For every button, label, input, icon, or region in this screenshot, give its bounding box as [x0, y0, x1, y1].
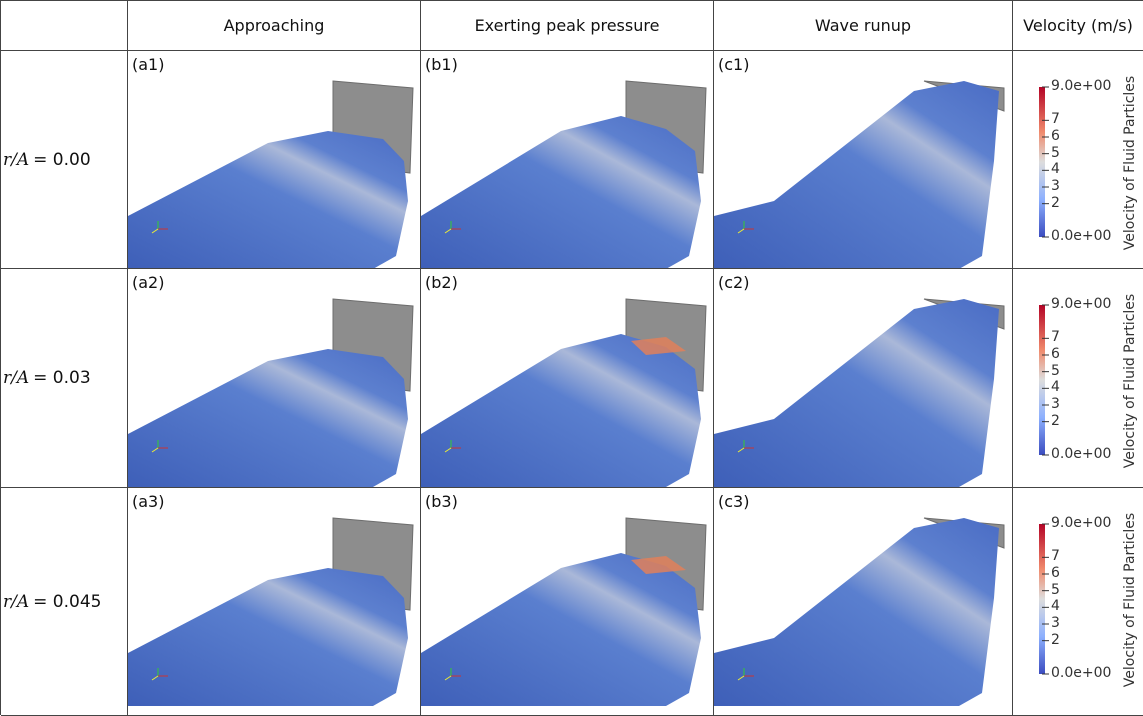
corner-cell	[1, 1, 128, 51]
row-value: = 0.00	[33, 150, 91, 170]
column-header: Wave runup	[714, 1, 1013, 51]
row-value: = 0.03	[33, 368, 91, 388]
wave-surface	[421, 116, 701, 269]
colorbar-tick-label: 7	[1051, 548, 1060, 564]
wave-surface	[128, 131, 408, 269]
simulation-panel: (c3)	[714, 488, 1013, 716]
colorbar-tick-label: 0.0e+00	[1051, 665, 1111, 681]
colorbar-title: Velocity of Fluid Particles	[1122, 76, 1138, 250]
colorbar-tick-label: 5	[1051, 145, 1060, 161]
panel-label: (a2)	[132, 273, 164, 292]
row-label: r/A= 0.045	[1, 488, 128, 716]
panel-label: (a3)	[132, 492, 164, 511]
colorbar-tick-label: 4	[1051, 379, 1060, 395]
simulation-panel: (a1)	[128, 51, 421, 269]
wave-surface	[128, 349, 408, 487]
colorbar-bar	[1039, 305, 1045, 455]
colorbar-tick-label: 3	[1051, 396, 1060, 412]
wave-surface	[421, 553, 701, 706]
colorbar-bar	[1039, 87, 1045, 237]
panel-label: (c1)	[718, 55, 749, 74]
colorbar-title: Velocity of Fluid Particles	[1122, 294, 1138, 468]
simulation-panel: (a2)	[128, 269, 421, 488]
simulation-panel: (b3)	[421, 488, 714, 716]
header-text: Approaching	[224, 16, 325, 35]
simulation-panel: (b1)	[421, 51, 714, 269]
colorbar-tick-label: 0.0e+00	[1051, 446, 1111, 462]
column-header: Velocity (m/s)	[1013, 1, 1143, 51]
row-value: = 0.045	[33, 592, 101, 612]
panel-image	[421, 269, 714, 488]
panel-label: (b1)	[425, 55, 458, 74]
panel-image	[714, 51, 1013, 269]
colorbar-tick-label: 4	[1051, 598, 1060, 614]
colorbar-tick-label: 3	[1051, 615, 1060, 631]
colorbar-tick-label: 9.0e+00	[1051, 78, 1111, 94]
panel-image	[421, 488, 714, 716]
panel-label: (c3)	[718, 492, 749, 511]
panel-label: (a1)	[132, 55, 164, 74]
row-label: r/A= 0.00	[1, 51, 128, 269]
colorbar-tick-label: 3	[1051, 178, 1060, 194]
simulation-panel: (a3)	[128, 488, 421, 716]
header-text: Wave runup	[815, 16, 911, 35]
header-text: Velocity (m/s)	[1023, 16, 1133, 35]
colorbar-tick-label: 6	[1051, 346, 1060, 362]
panel-label: (c2)	[718, 273, 749, 292]
panel-label: (b2)	[425, 273, 458, 292]
panel-image	[128, 488, 421, 716]
colorbar-tick-label: 2	[1051, 632, 1060, 648]
row-label: r/A= 0.03	[1, 269, 128, 488]
header-text: Exerting peak pressure	[475, 16, 660, 35]
row-symbol: r/A	[3, 368, 29, 388]
panel-image	[128, 51, 421, 269]
colorbar-tick-label: 6	[1051, 565, 1060, 581]
colorbar-tick-label: 4	[1051, 161, 1060, 177]
panel-image	[128, 269, 421, 488]
panel-image	[714, 269, 1013, 488]
colorbar-tick-label: 6	[1051, 128, 1060, 144]
colorbar-tick-label: 2	[1051, 413, 1060, 429]
colorbar-tick-label: 5	[1051, 363, 1060, 379]
wave-surface	[714, 299, 999, 487]
colorbar-tick-label: 7	[1051, 329, 1060, 345]
column-header: Exerting peak pressure	[421, 1, 714, 51]
colorbar-tick-label: 9.0e+00	[1051, 515, 1111, 531]
row-symbol: r/A	[3, 150, 29, 170]
colorbar-tick-label: 9.0e+00	[1051, 296, 1111, 312]
column-header: Approaching	[128, 1, 421, 51]
wave-surface	[421, 334, 701, 487]
colorbar-tick-label: 0.0e+00	[1051, 228, 1111, 244]
simulation-panel: (c1)	[714, 51, 1013, 269]
wave-surface	[128, 568, 408, 706]
simulation-panel: (c2)	[714, 269, 1013, 488]
wave-surface	[714, 81, 999, 269]
colorbar-tick-label: 7	[1051, 111, 1060, 127]
panel-image	[421, 51, 714, 269]
colorbar-tick-label: 5	[1051, 582, 1060, 598]
colorbar-bar	[1039, 524, 1045, 674]
simulation-panel: (b2)	[421, 269, 714, 488]
figure: Approaching Exerting peak pressure Wave ru…	[0, 0, 1143, 715]
colorbar-title: Velocity of Fluid Particles	[1122, 513, 1138, 687]
colorbar-tick-label: 2	[1051, 195, 1060, 211]
wave-surface	[714, 518, 999, 706]
panel-label: (b3)	[425, 492, 458, 511]
row-symbol: r/A	[3, 592, 29, 612]
panel-image	[714, 488, 1013, 716]
